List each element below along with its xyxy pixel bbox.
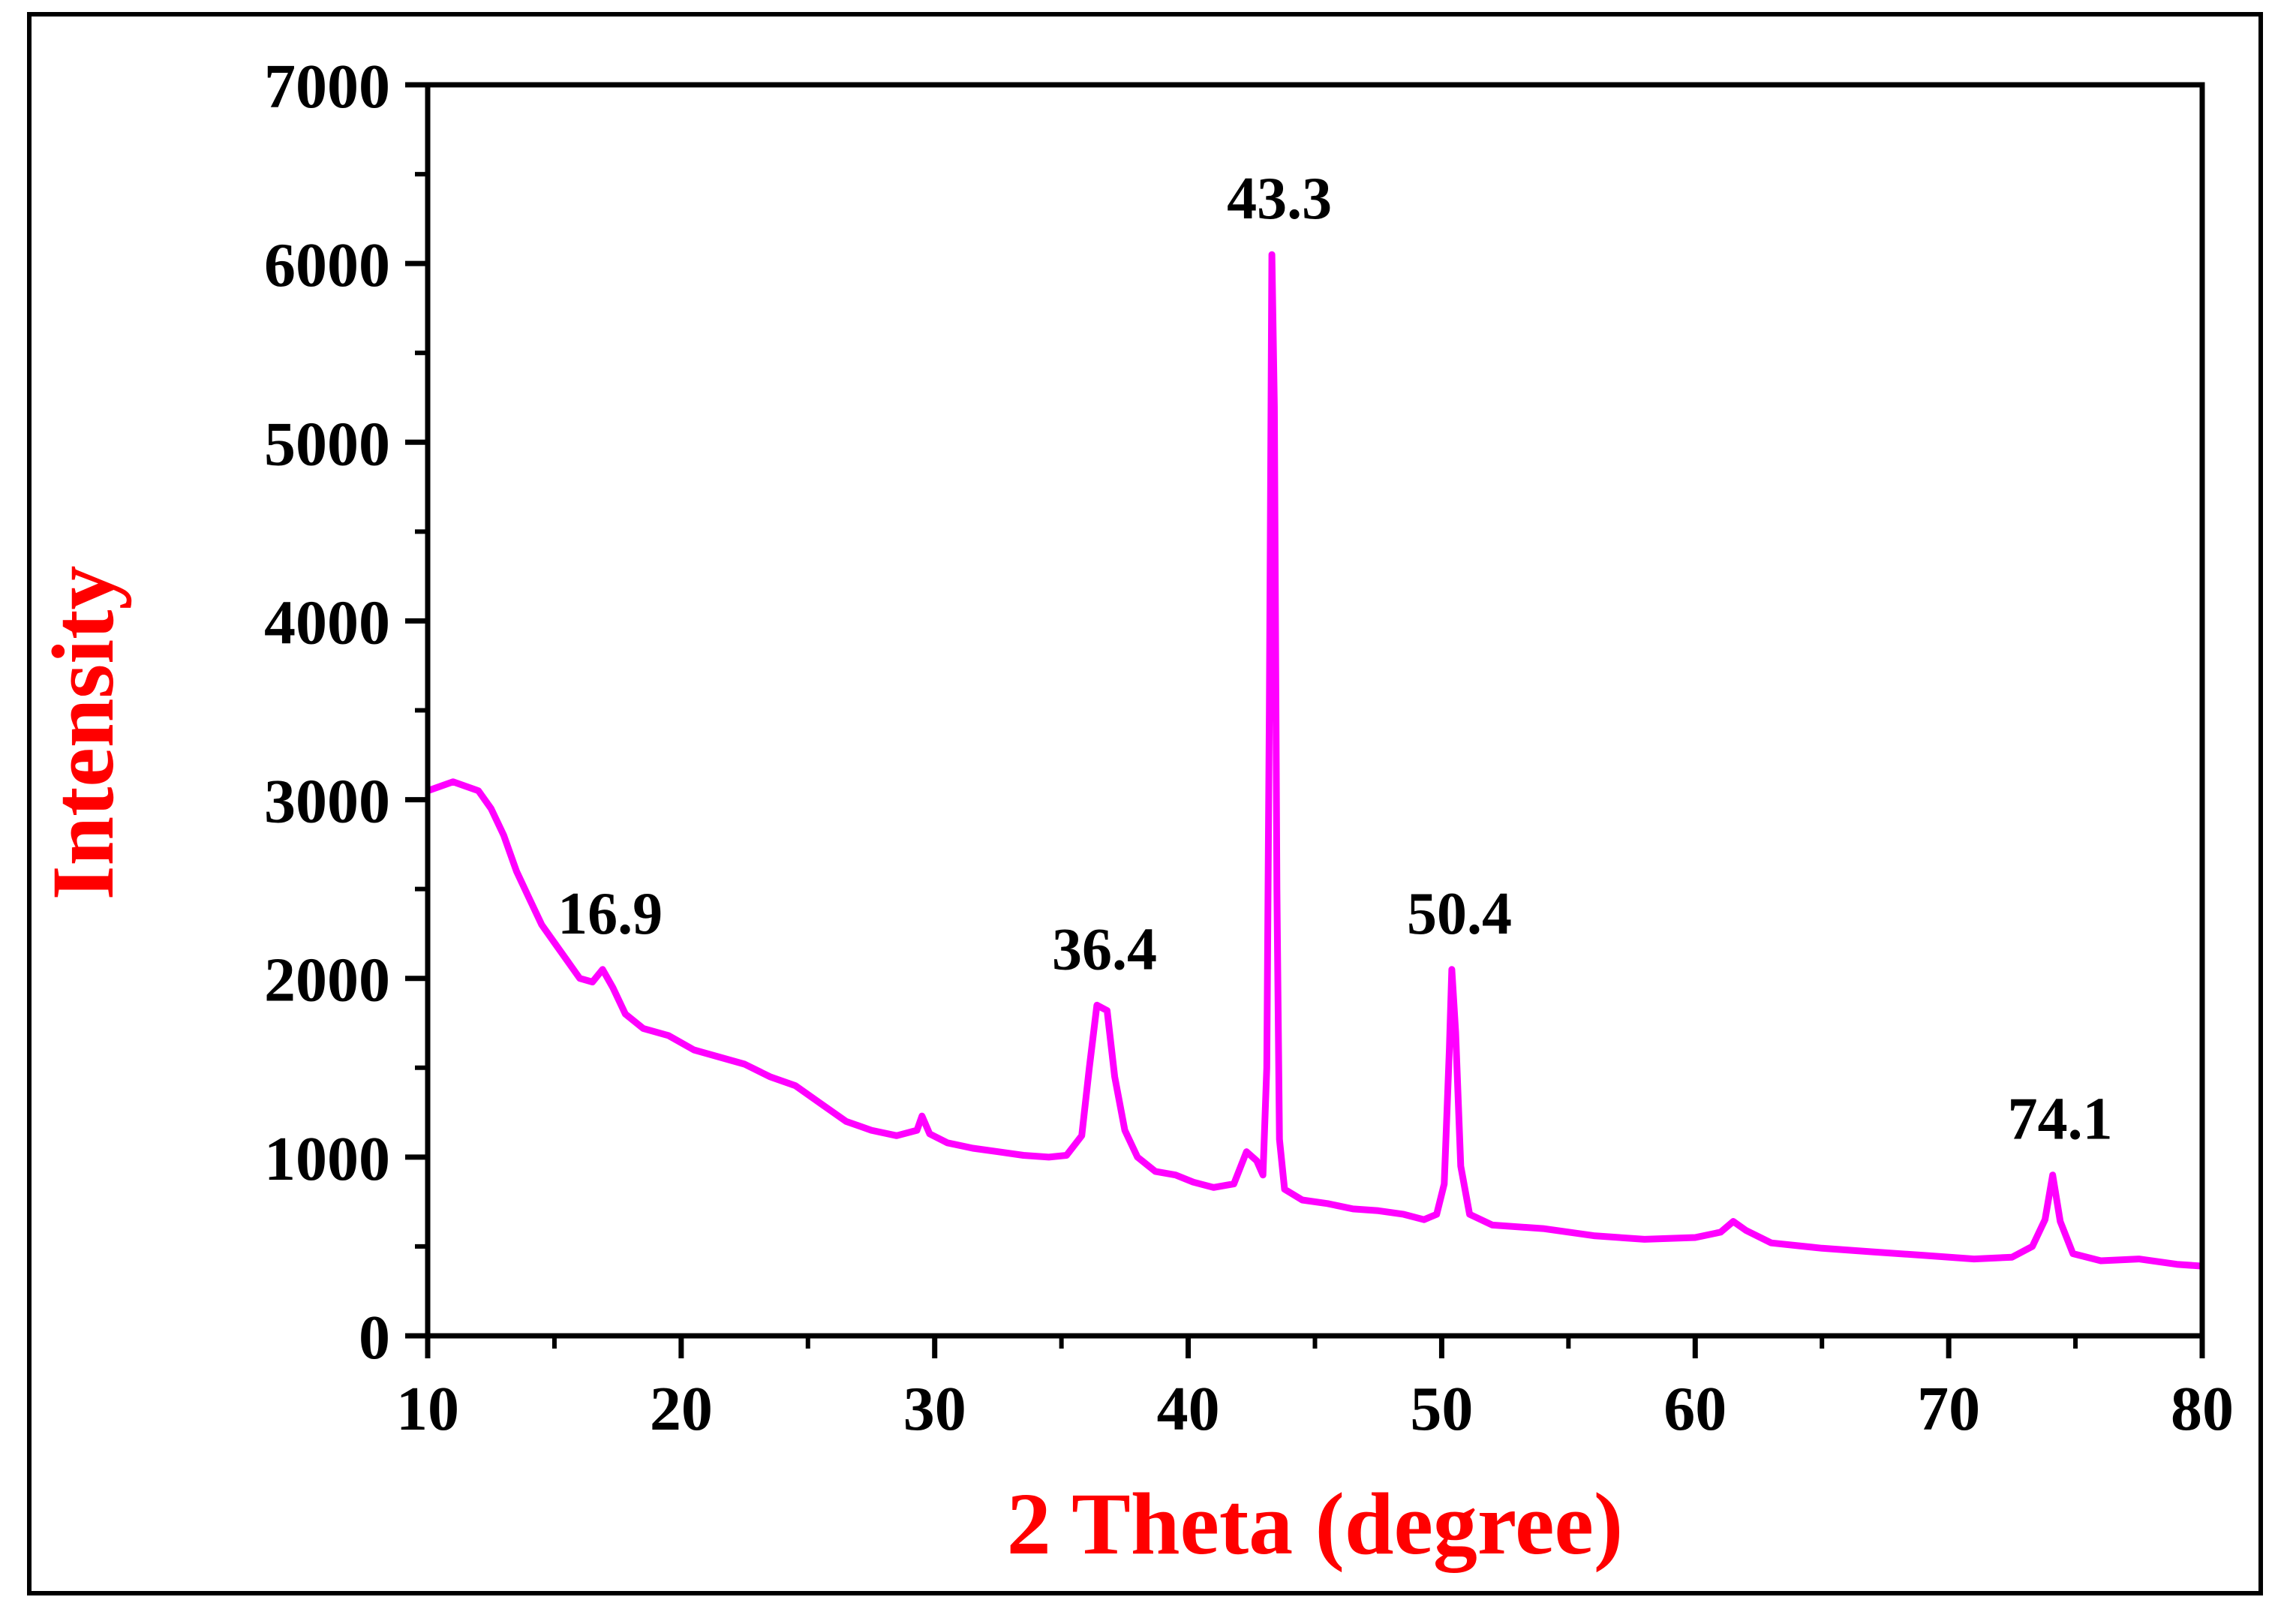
peak-label: 43.3 xyxy=(1227,166,1332,232)
x-tick-label: 50 xyxy=(1410,1374,1473,1444)
x-tick-label: 70 xyxy=(1917,1374,1980,1444)
y-tick-label: 7000 xyxy=(264,52,390,122)
x-tick-label: 30 xyxy=(903,1374,966,1444)
y-tick-label: 6000 xyxy=(264,230,390,300)
x-tick-label: 40 xyxy=(1157,1374,1220,1444)
y-tick-label: 5000 xyxy=(264,409,390,479)
x-tick-label: 10 xyxy=(396,1374,459,1444)
y-tick-label: 2000 xyxy=(264,946,390,1015)
peak-label: 36.4 xyxy=(1052,916,1157,982)
figure-border xyxy=(27,12,2263,1595)
x-axis-title: 2 Theta (degree) xyxy=(1007,1475,1623,1573)
y-tick-label: 4000 xyxy=(264,588,390,657)
y-tick-label: 0 xyxy=(359,1303,390,1373)
peak-label: 50.4 xyxy=(1407,881,1512,947)
peak-label: 74.1 xyxy=(2008,1087,2113,1153)
y-tick-label: 1000 xyxy=(264,1124,390,1194)
y-axis-title: Intensity xyxy=(34,566,132,901)
peak-label: 16.9 xyxy=(557,881,663,947)
tick-labels: 10 20 30 40 50 60 70 80 0 1000 2000 3000 4000 5000 600… xyxy=(264,52,2234,1444)
peak-annotations: 16.9 36.4 43.3 50.4 74.1 xyxy=(557,166,2113,1152)
axis-ticks xyxy=(405,82,2205,1358)
series-line xyxy=(426,251,2203,1270)
x-tick-label: 60 xyxy=(1663,1374,1727,1444)
plot-area-frame xyxy=(425,82,2205,1339)
x-tick-label: 80 xyxy=(2171,1374,2234,1444)
x-tick-label: 20 xyxy=(650,1374,713,1444)
y-tick-label: 3000 xyxy=(264,767,390,837)
